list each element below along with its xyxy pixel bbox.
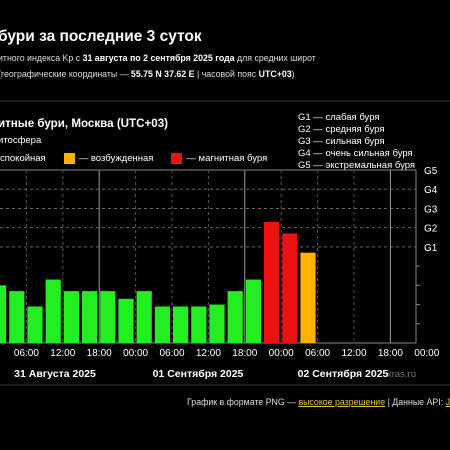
kp-bar — [100, 291, 116, 343]
kp-bar — [191, 306, 207, 343]
subtitle-dates: 31 августа по 2 сентября 2025 года — [82, 53, 235, 63]
x-tick-label: 06:00 — [159, 348, 184, 359]
x-tick-label: 06:00 — [305, 348, 330, 359]
x-tick-label: 12:00 — [196, 348, 221, 359]
kp-bar — [300, 252, 316, 343]
subtitle-text: итного индекса Kp с — [0, 53, 83, 63]
page-title: бури за последние 3 суток — [0, 28, 202, 45]
footer-text: График в формате PNG — — [187, 397, 299, 407]
kp-bar — [63, 291, 79, 343]
legend-swatch — [171, 153, 183, 164]
legend-item: — возбужденная — [63, 153, 154, 164]
high-resolution-link[interactable]: высокое разрешение — [298, 397, 386, 407]
kp-bar — [0, 285, 7, 343]
y-tick-label: G4 — [424, 185, 438, 196]
day-label: 02 Сентября 2025 — [298, 368, 389, 380]
x-tick-label: 00:00 — [269, 348, 294, 359]
kp-bar — [9, 291, 25, 343]
storm-level-item: G4 — очень сильная буря — [298, 148, 413, 159]
kp-bar — [173, 306, 189, 343]
coords-label: (географические координаты — — [0, 69, 131, 79]
kp-bar — [118, 298, 134, 343]
legend-item: спокойная — [0, 153, 46, 164]
day-label: 01 Сентября 2025 — [153, 368, 244, 380]
y-tick-label: G5 — [424, 166, 438, 177]
kp-bar — [282, 233, 298, 343]
x-tick-label: 00:00 — [123, 348, 148, 359]
legend-label: — магнитная буря — [186, 153, 268, 164]
x-tick-label: 12:00 — [341, 348, 366, 359]
x-tick-label: 18:00 — [378, 348, 403, 359]
x-tick-label: 18:00 — [232, 348, 257, 359]
storm-level-item: G2 — средняя буря — [298, 124, 385, 135]
x-tick-label: 06:00 — [14, 348, 39, 359]
api-link[interactable]: J — [445, 397, 450, 407]
day-label: 31 Августа 2025 — [14, 368, 96, 380]
footer: График в формате PNG — высокое разрешени… — [187, 397, 450, 407]
coords-close: ) — [291, 69, 295, 79]
kp-bar — [45, 279, 61, 343]
kp-bar — [154, 306, 170, 343]
kp-bar — [209, 304, 225, 343]
chart-title: итные бури, Москва (UTC+03) — [0, 117, 169, 130]
kp-bar — [227, 291, 243, 343]
legend-swatch — [63, 153, 75, 164]
subtitle-coordinates: (географические координаты — 55.75 N 37.… — [0, 69, 295, 79]
subtitle-text-end: для средних широт — [234, 53, 316, 63]
kp-bar — [136, 291, 152, 343]
legend-label: спокойная — [0, 153, 46, 164]
subtitle-period: итного индекса Kp с 31 августа по 2 сент… — [0, 53, 316, 63]
storm-level-list: G1 — слабая буря G2 — средняя буря G3 — си… — [298, 112, 415, 172]
storm-level-item: G3 — сильная буря — [298, 136, 385, 147]
watermark: xras.ru — [387, 369, 416, 380]
kp-bar — [264, 221, 280, 343]
y-tick-label: G2 — [424, 224, 438, 235]
timezone-label: | часовой пояс — [194, 69, 259, 79]
y-tick-label: G1 — [424, 243, 438, 254]
legend: спокойная — возбужденная — магнитная буря — [0, 153, 285, 164]
y-tick-label: G3 — [424, 204, 438, 215]
legend-label: — возбужденная — [78, 153, 154, 164]
kp-bar — [27, 306, 43, 343]
footer-api-label: | Данные API: — [385, 397, 446, 407]
legend-item: — магнитная буря — [171, 153, 267, 164]
x-tick-label: 12:00 — [50, 348, 75, 359]
kp-bar — [245, 279, 261, 343]
coords-value: 55.75 N 37.62 E — [130, 69, 195, 79]
storm-level-item: G5 — экстремальная буря — [298, 160, 416, 171]
storm-level-item: G1 — слабая буря — [298, 112, 380, 123]
timezone-value: UTC+03 — [258, 69, 292, 79]
x-tick-label: 00:00 — [414, 348, 439, 359]
kp-bar — [82, 291, 98, 343]
legend-title: итосфера — [0, 135, 42, 146]
x-tick-label: 18:00 — [87, 348, 112, 359]
